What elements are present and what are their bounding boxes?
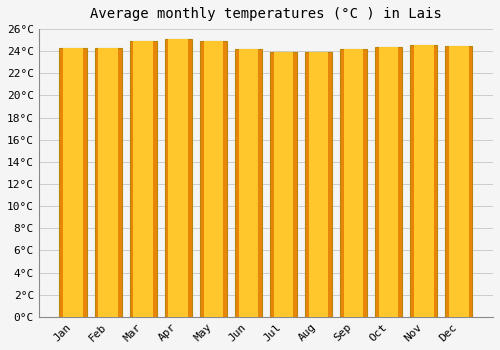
Bar	[379, 47, 398, 317]
Bar	[449, 46, 468, 317]
Bar	[234, 49, 262, 317]
Bar	[130, 41, 157, 317]
Bar	[94, 48, 122, 317]
Bar	[340, 49, 367, 317]
Bar	[98, 48, 118, 317]
Bar	[274, 52, 293, 317]
Bar	[238, 49, 258, 317]
Bar	[60, 48, 87, 317]
Bar	[410, 44, 438, 317]
Bar	[414, 44, 434, 317]
Bar	[204, 41, 223, 317]
Bar	[445, 46, 472, 317]
Bar	[305, 52, 332, 317]
Title: Average monthly temperatures (°C ) in Lais: Average monthly temperatures (°C ) in La…	[90, 7, 442, 21]
Bar	[270, 52, 297, 317]
Bar	[200, 41, 227, 317]
Bar	[375, 47, 402, 317]
Bar	[168, 39, 188, 317]
Bar	[164, 39, 192, 317]
Bar	[344, 49, 363, 317]
Bar	[308, 52, 328, 317]
Bar	[134, 41, 153, 317]
Bar	[64, 48, 83, 317]
